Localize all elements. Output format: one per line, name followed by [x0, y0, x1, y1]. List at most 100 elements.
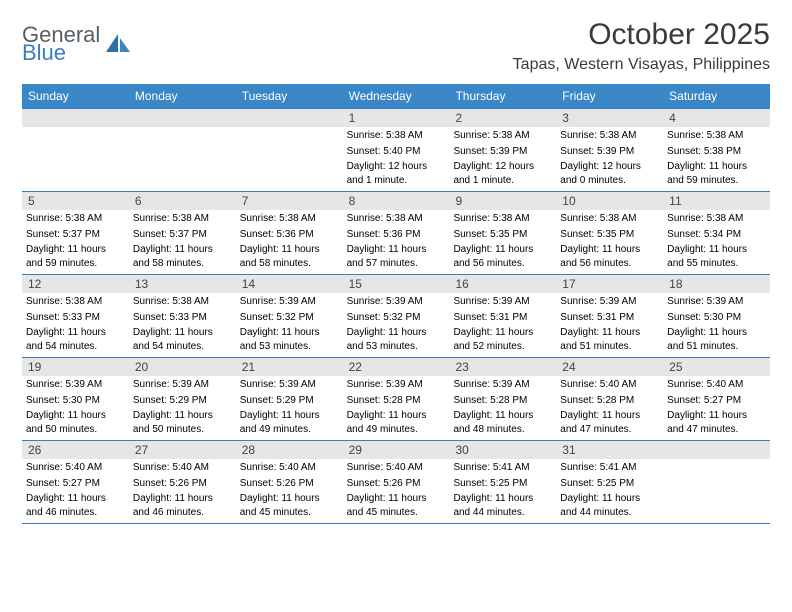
sunset-text: Sunset: 5:31 PM — [449, 309, 556, 325]
sunset-text: Sunset: 5:32 PM — [236, 309, 343, 325]
sunrise-text: Sunrise: 5:39 AM — [22, 376, 129, 392]
day-number: 6 — [129, 192, 236, 210]
day-number: 3 — [556, 109, 663, 127]
daylight-text: Daylight: 11 hours and 47 minutes. — [556, 407, 663, 436]
sunrise-text: Sunrise: 5:39 AM — [556, 293, 663, 309]
day-number: 26 — [22, 441, 129, 459]
weekday-header: Tuesday — [236, 84, 343, 108]
calendar-day: 23Sunrise: 5:39 AMSunset: 5:28 PMDayligh… — [449, 358, 556, 440]
sunset-text: Sunset: 5:26 PM — [343, 475, 450, 491]
daylight-text: Daylight: 11 hours and 59 minutes. — [22, 241, 129, 270]
day-number — [236, 109, 343, 127]
calendar-day: 27Sunrise: 5:40 AMSunset: 5:26 PMDayligh… — [129, 441, 236, 523]
day-number: 28 — [236, 441, 343, 459]
sunset-text: Sunset: 5:35 PM — [556, 226, 663, 242]
daylight-text: Daylight: 11 hours and 46 minutes. — [129, 490, 236, 519]
title-block: October 2025 Tapas, Western Visayas, Phi… — [513, 18, 770, 74]
sunset-text: Sunset: 5:37 PM — [22, 226, 129, 242]
month-title: October 2025 — [513, 18, 770, 52]
calendar-day: 21Sunrise: 5:39 AMSunset: 5:29 PMDayligh… — [236, 358, 343, 440]
day-number: 14 — [236, 275, 343, 293]
calendar-week: 1Sunrise: 5:38 AMSunset: 5:40 PMDaylight… — [22, 108, 770, 191]
sunrise-text: Sunrise: 5:39 AM — [236, 376, 343, 392]
day-number: 12 — [22, 275, 129, 293]
sunset-text: Sunset: 5:38 PM — [663, 143, 770, 159]
daylight-text: Daylight: 12 hours and 1 minute. — [343, 158, 450, 187]
daylight-text: Daylight: 11 hours and 53 minutes. — [236, 324, 343, 353]
calendar-day: 14Sunrise: 5:39 AMSunset: 5:32 PMDayligh… — [236, 275, 343, 357]
weeks-container: 1Sunrise: 5:38 AMSunset: 5:40 PMDaylight… — [22, 108, 770, 524]
sunset-text: Sunset: 5:33 PM — [22, 309, 129, 325]
sunset-text: Sunset: 5:30 PM — [663, 309, 770, 325]
day-number: 25 — [663, 358, 770, 376]
sunset-text: Sunset: 5:27 PM — [663, 392, 770, 408]
sunset-text: Sunset: 5:30 PM — [22, 392, 129, 408]
day-number: 2 — [449, 109, 556, 127]
sunrise-text: Sunrise: 5:38 AM — [449, 210, 556, 226]
sunset-text: Sunset: 5:39 PM — [556, 143, 663, 159]
day-number: 18 — [663, 275, 770, 293]
daylight-text: Daylight: 11 hours and 58 minutes. — [129, 241, 236, 270]
calendar-day: 17Sunrise: 5:39 AMSunset: 5:31 PMDayligh… — [556, 275, 663, 357]
sunrise-text: Sunrise: 5:38 AM — [449, 127, 556, 143]
sunrise-text: Sunrise: 5:41 AM — [556, 459, 663, 475]
sunset-text: Sunset: 5:26 PM — [129, 475, 236, 491]
day-number — [22, 109, 129, 127]
sunset-text: Sunset: 5:25 PM — [556, 475, 663, 491]
weekday-header: Wednesday — [343, 84, 450, 108]
sunrise-text: Sunrise: 5:39 AM — [129, 376, 236, 392]
day-number: 4 — [663, 109, 770, 127]
sunset-text: Sunset: 5:28 PM — [343, 392, 450, 408]
calendar-day — [663, 441, 770, 523]
sunset-text: Sunset: 5:28 PM — [556, 392, 663, 408]
sunset-text: Sunset: 5:32 PM — [343, 309, 450, 325]
day-number: 5 — [22, 192, 129, 210]
sunrise-text: Sunrise: 5:38 AM — [22, 293, 129, 309]
daylight-text: Daylight: 11 hours and 56 minutes. — [556, 241, 663, 270]
calendar-week: 26Sunrise: 5:40 AMSunset: 5:27 PMDayligh… — [22, 440, 770, 524]
sunset-text: Sunset: 5:27 PM — [22, 475, 129, 491]
sunrise-text: Sunrise: 5:41 AM — [449, 459, 556, 475]
daylight-text: Daylight: 11 hours and 53 minutes. — [343, 324, 450, 353]
sunset-text: Sunset: 5:37 PM — [129, 226, 236, 242]
daylight-text: Daylight: 11 hours and 54 minutes. — [129, 324, 236, 353]
weekday-header: Monday — [129, 84, 236, 108]
calendar-day: 13Sunrise: 5:38 AMSunset: 5:33 PMDayligh… — [129, 275, 236, 357]
daylight-text: Daylight: 11 hours and 56 minutes. — [449, 241, 556, 270]
sunrise-text: Sunrise: 5:38 AM — [343, 210, 450, 226]
daylight-text: Daylight: 11 hours and 49 minutes. — [236, 407, 343, 436]
daylight-text: Daylight: 11 hours and 58 minutes. — [236, 241, 343, 270]
calendar: Sunday Monday Tuesday Wednesday Thursday… — [22, 84, 770, 524]
sunrise-text: Sunrise: 5:40 AM — [236, 459, 343, 475]
weekday-header: Friday — [556, 84, 663, 108]
daylight-text: Daylight: 11 hours and 45 minutes. — [343, 490, 450, 519]
calendar-day: 5Sunrise: 5:38 AMSunset: 5:37 PMDaylight… — [22, 192, 129, 274]
calendar-day: 8Sunrise: 5:38 AMSunset: 5:36 PMDaylight… — [343, 192, 450, 274]
sunrise-text: Sunrise: 5:39 AM — [343, 293, 450, 309]
daylight-text: Daylight: 11 hours and 57 minutes. — [343, 241, 450, 270]
sunrise-text: Sunrise: 5:39 AM — [663, 293, 770, 309]
calendar-day: 25Sunrise: 5:40 AMSunset: 5:27 PMDayligh… — [663, 358, 770, 440]
sunset-text: Sunset: 5:31 PM — [556, 309, 663, 325]
day-number: 13 — [129, 275, 236, 293]
calendar-day: 11Sunrise: 5:38 AMSunset: 5:34 PMDayligh… — [663, 192, 770, 274]
daylight-text: Daylight: 11 hours and 52 minutes. — [449, 324, 556, 353]
sunset-text: Sunset: 5:40 PM — [343, 143, 450, 159]
calendar-day — [129, 109, 236, 191]
day-number: 15 — [343, 275, 450, 293]
calendar-day: 2Sunrise: 5:38 AMSunset: 5:39 PMDaylight… — [449, 109, 556, 191]
sunset-text: Sunset: 5:33 PM — [129, 309, 236, 325]
day-number: 20 — [129, 358, 236, 376]
day-number: 8 — [343, 192, 450, 210]
sunrise-text: Sunrise: 5:40 AM — [343, 459, 450, 475]
daylight-text: Daylight: 11 hours and 44 minutes. — [556, 490, 663, 519]
day-number — [129, 109, 236, 127]
daylight-text: Daylight: 11 hours and 44 minutes. — [449, 490, 556, 519]
sunset-text: Sunset: 5:36 PM — [343, 226, 450, 242]
day-number: 27 — [129, 441, 236, 459]
sunrise-text: Sunrise: 5:39 AM — [449, 376, 556, 392]
day-number: 16 — [449, 275, 556, 293]
daylight-text: Daylight: 11 hours and 45 minutes. — [236, 490, 343, 519]
day-number — [663, 441, 770, 459]
calendar-day: 24Sunrise: 5:40 AMSunset: 5:28 PMDayligh… — [556, 358, 663, 440]
